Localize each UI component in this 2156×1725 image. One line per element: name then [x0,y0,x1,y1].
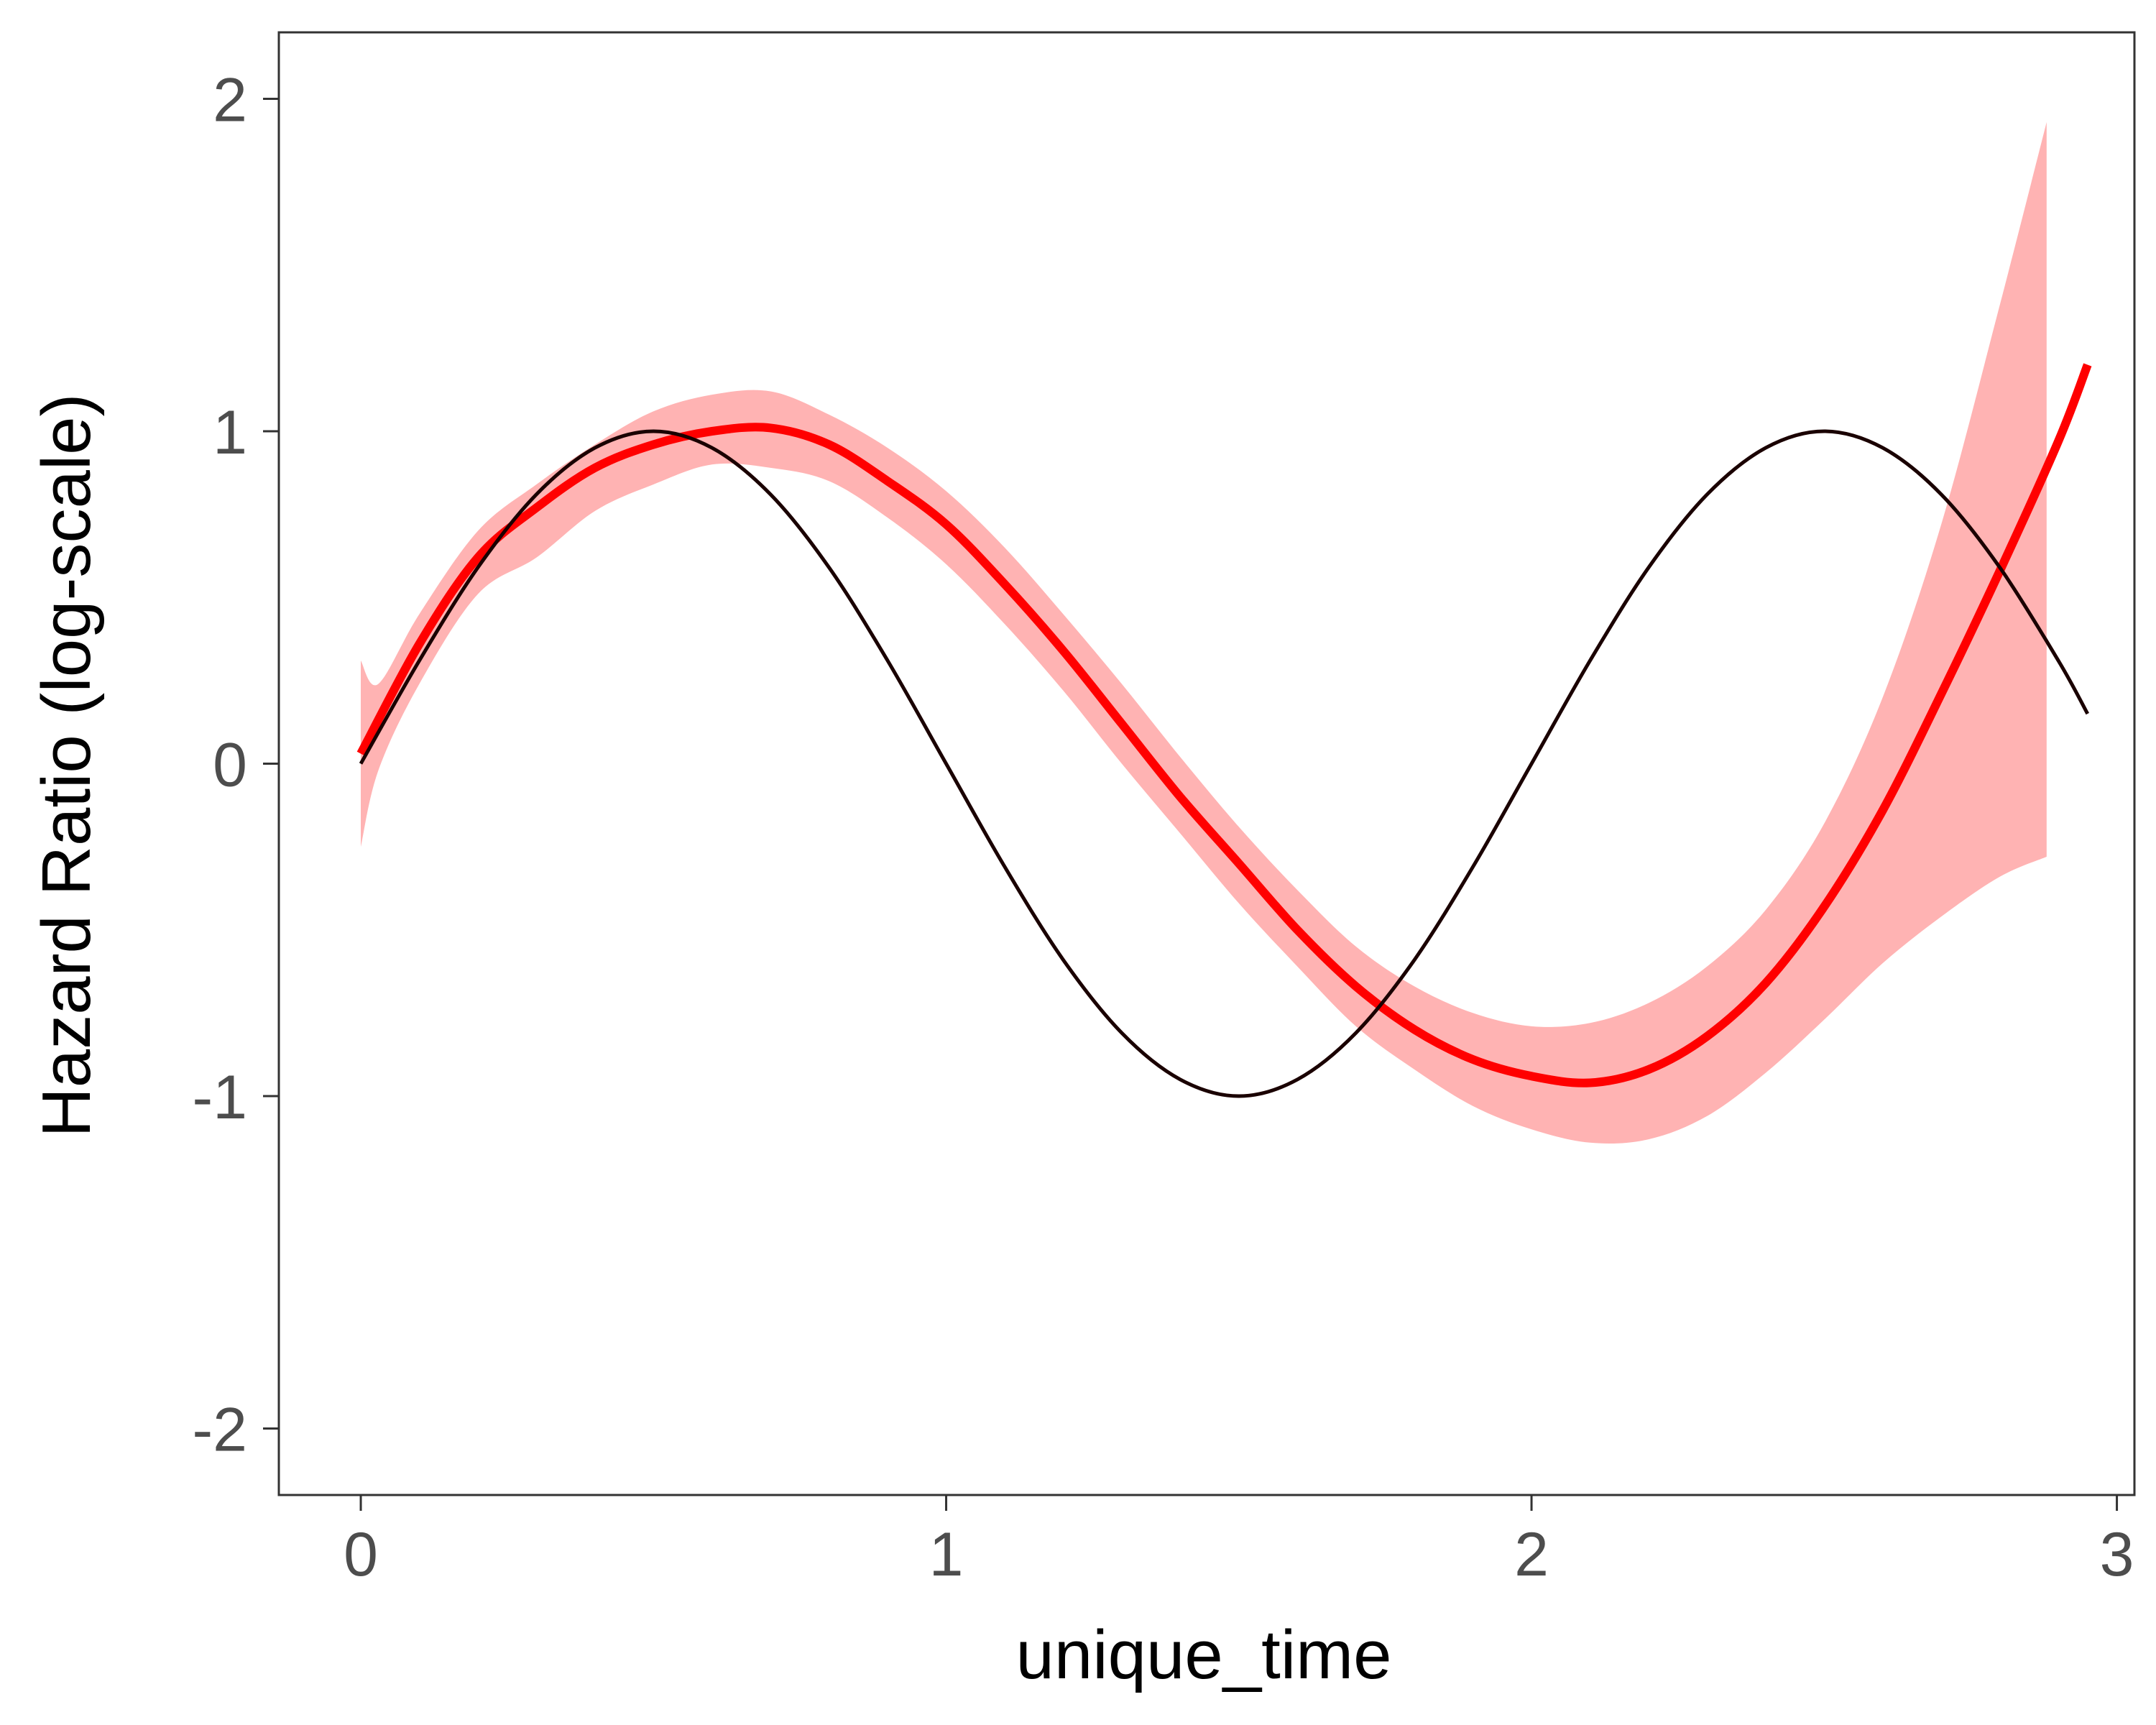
y-tick-label: -2 [193,1396,247,1465]
x-tick-label: 3 [2100,1520,2134,1589]
y-axis-title: Hazard Ratio (log-scale) [28,393,105,1137]
y-tick-label: 2 [213,66,247,135]
x-tick-label: 1 [929,1520,964,1589]
x-axis: 0 1 2 3 [344,1495,2134,1589]
estimate-line [356,363,2092,1087]
x-tick-label: 0 [344,1520,378,1589]
x-tick-label: 2 [1514,1520,1549,1589]
y-tick-label: -1 [193,1063,247,1132]
x-axis-title: unique_time [1015,1616,1391,1693]
lines-layer [356,363,2092,1098]
y-tick-label: 0 [213,731,247,800]
confidence-band [361,121,2047,1144]
y-axis: -2 -1 0 1 2 [193,66,279,1465]
confidence-band-layer [361,121,2047,1144]
true-effect-line [359,429,2089,1098]
y-tick-label: 1 [213,398,247,467]
